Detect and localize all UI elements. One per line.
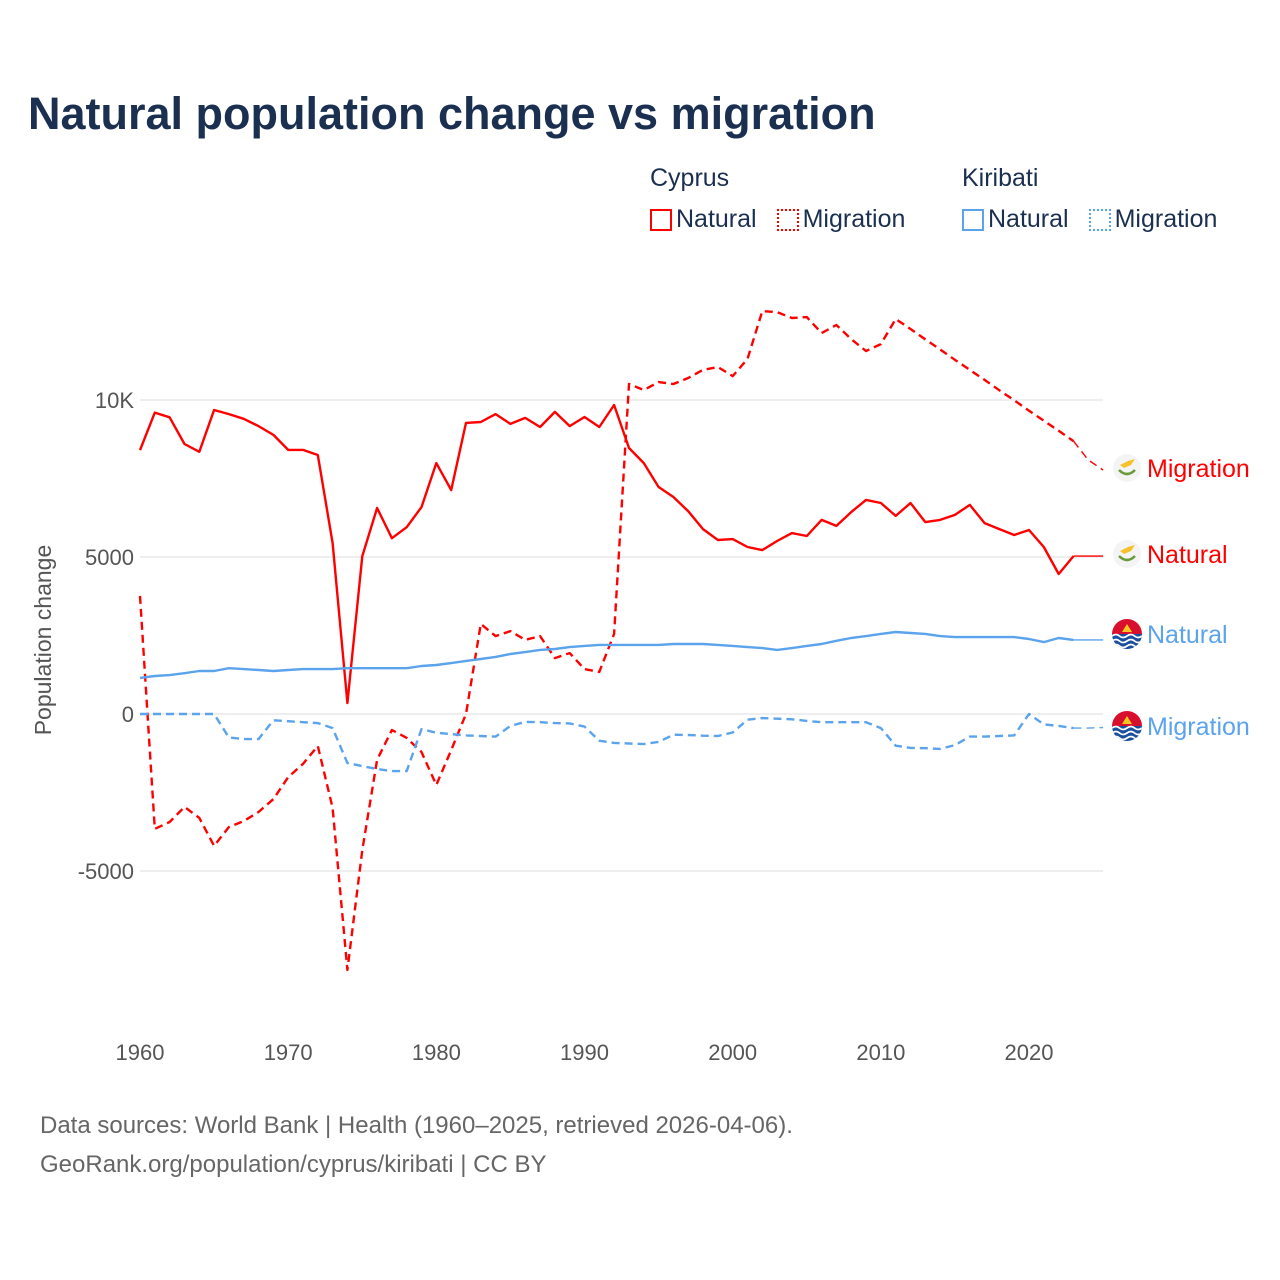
y-tick-label: 5000 bbox=[85, 545, 134, 570]
x-tick-label: 1980 bbox=[412, 1040, 461, 1065]
dotted-swatch-icon bbox=[1088, 208, 1111, 231]
legend-label: Natural bbox=[988, 205, 1069, 233]
legend-group-kiribati: Kiribati bbox=[962, 164, 1039, 192]
legend-item-kiribati-natural[interactable]: Natural bbox=[962, 205, 1069, 234]
kiribati-natural-end-label: Natural bbox=[1147, 621, 1228, 649]
cyprus-flag-icon bbox=[1113, 540, 1141, 568]
chart-title: Natural population change vs migration bbox=[28, 88, 876, 139]
x-tick-label: 2020 bbox=[1005, 1040, 1054, 1065]
legend-item-cyprus-migration[interactable]: Migration bbox=[776, 205, 906, 234]
kiribati-flag-icon bbox=[1112, 619, 1142, 649]
x-tick-label: 1990 bbox=[560, 1040, 609, 1065]
cyprus-migration-line bbox=[138, 309, 1075, 972]
x-tick-label: 2010 bbox=[856, 1040, 905, 1065]
kiribati-migration-end-label: Migration bbox=[1147, 713, 1250, 741]
cyprus-flag-icon bbox=[1113, 454, 1141, 482]
y-tick-label: 10K bbox=[95, 388, 134, 413]
legend-item-kiribati-migration[interactable]: Migration bbox=[1088, 205, 1218, 234]
solid-swatch-icon bbox=[650, 208, 672, 231]
x-tick-label: 2000 bbox=[708, 1040, 757, 1065]
legend-label: Migration bbox=[802, 205, 906, 233]
kiribati-natural-line bbox=[139, 630, 1074, 680]
cyprus-migration-end-label: Migration bbox=[1147, 455, 1250, 483]
cyprus-migration-extension bbox=[1072, 440, 1104, 471]
legend-cyprus: Natural Migration bbox=[650, 205, 905, 234]
cyprus-natural-end-label: Natural bbox=[1147, 541, 1228, 569]
y-tick-label: 0 bbox=[122, 702, 134, 727]
source-note: Data sources: World Bank | Health (1960–… bbox=[40, 1112, 793, 1139]
x-tick-label: 1960 bbox=[116, 1040, 165, 1065]
legend-kiribati: Natural Migration bbox=[962, 205, 1217, 234]
cyprus-natural-line bbox=[138, 403, 1075, 705]
source-link[interactable]: GeoRank.org/population/cyprus/kiribati |… bbox=[40, 1151, 547, 1178]
dotted-swatch-icon bbox=[776, 208, 799, 231]
footer: Data sources: World Bank | Health (1960–… bbox=[40, 1106, 793, 1184]
y-tick-label: -5000 bbox=[78, 859, 134, 884]
legend-group-cyprus: Cyprus bbox=[650, 164, 730, 192]
legend-label: Natural bbox=[676, 205, 757, 233]
legend-label: Migration bbox=[1114, 205, 1218, 233]
x-tick-label: 1970 bbox=[264, 1040, 313, 1065]
solid-swatch-icon bbox=[962, 208, 984, 231]
kiribati-flag-icon bbox=[1112, 711, 1142, 741]
kiribati-migration-extension bbox=[1073, 726, 1104, 729]
kiribati-migration-line bbox=[140, 712, 1074, 773]
legend-item-cyprus-natural[interactable]: Natural bbox=[650, 205, 757, 234]
y-axis-label: Population change bbox=[30, 545, 56, 736]
